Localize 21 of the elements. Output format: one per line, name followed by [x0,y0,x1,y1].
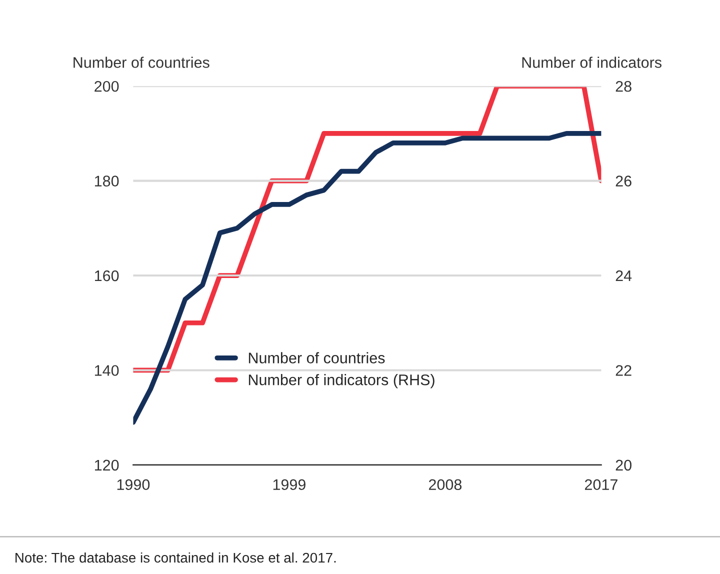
line-series [133,86,602,373]
y-tick-label: 140 [94,365,119,376]
legend-label: Number of countries [248,352,385,364]
x-tick-label: 2017 [584,479,618,490]
x-tick-label: 1999 [273,479,306,490]
y-tick-label: 120 [94,460,119,471]
y-tick-label: 200 [94,80,119,92]
y-tick-label: 160 [94,270,119,282]
y2-tick-label: 26 [616,176,632,186]
y2-tick-label: 28 [616,80,632,92]
y2-tick-label: 24 [616,270,632,282]
y2-axis-title: Number of indicators [522,56,662,68]
y2-tick-label: 20 [616,460,632,471]
legend-label: Number of indicators (RHS) [248,374,434,388]
line-series [133,131,602,425]
x-tick-label: 1990 [117,479,150,490]
y-tick-label: 180 [94,176,119,186]
y-axis-title: Number of countries [74,56,210,68]
y2-tick-label: 22 [616,365,632,376]
text: Note: The database is contained in Kose et al. 2017. [16,552,336,563]
x-tick-label: 2008 [428,479,462,490]
